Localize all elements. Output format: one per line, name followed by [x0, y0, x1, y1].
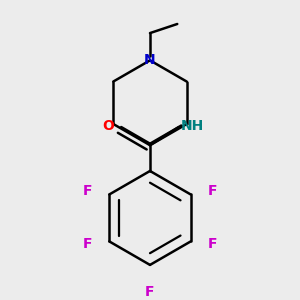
Text: F: F: [83, 238, 93, 251]
Text: O: O: [102, 118, 114, 133]
Text: F: F: [83, 184, 93, 198]
Text: F: F: [207, 238, 217, 251]
Text: NH: NH: [180, 118, 204, 133]
Text: N: N: [144, 53, 156, 68]
Text: F: F: [145, 285, 155, 298]
Text: F: F: [207, 184, 217, 198]
